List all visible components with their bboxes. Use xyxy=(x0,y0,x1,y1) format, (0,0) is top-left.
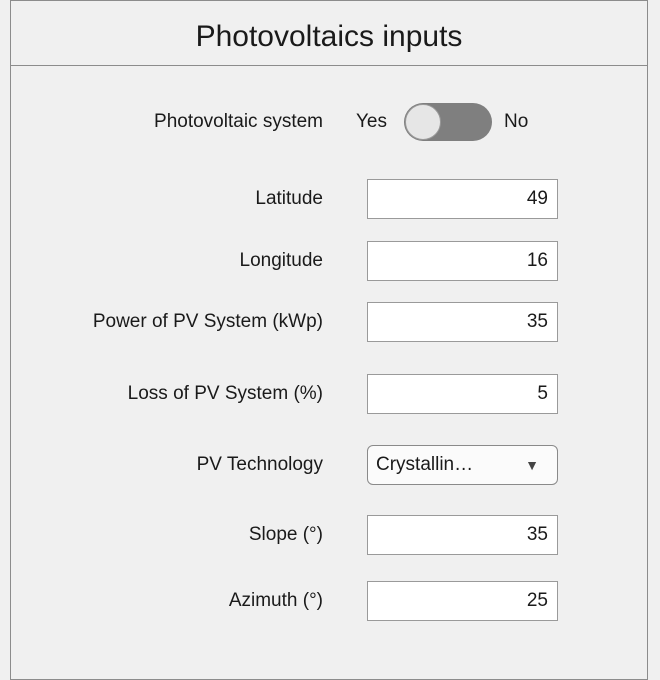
field-label: Slope (°) xyxy=(248,524,323,545)
toggle-switch[interactable] xyxy=(404,103,492,141)
dropdown-arrow: ▼ xyxy=(525,457,539,473)
field-label: Power of PV System (kWp) xyxy=(92,311,323,332)
text-input[interactable]: 35 xyxy=(367,302,558,342)
field-label: Azimuth (°) xyxy=(228,590,323,611)
panel: Photovoltaics inputs Photovoltaic system… xyxy=(10,0,648,680)
text-input[interactable]: 35 xyxy=(367,515,558,555)
dropdown-value: Crystallin… xyxy=(376,454,474,475)
field-label: PV Technology xyxy=(196,454,323,475)
field-label: Longitude xyxy=(239,250,323,271)
panel-title: Photovoltaics inputs xyxy=(11,0,647,66)
toggle-label: Photovoltaic system xyxy=(154,111,323,132)
text-input[interactable]: 5 xyxy=(367,374,558,414)
toggle-knob xyxy=(405,104,441,140)
dropdown[interactable]: Crystallin… ▼ xyxy=(367,445,558,485)
text-input[interactable]: 49 xyxy=(367,179,558,219)
field-label: Latitude xyxy=(255,188,323,209)
text-input[interactable]: 25 xyxy=(367,581,558,621)
toggle-off-label: No xyxy=(504,111,529,132)
page: {"header": {"title": "Photovoltaics inpu… xyxy=(10,0,648,680)
field-label: Loss of PV System (%) xyxy=(127,383,323,404)
text-input[interactable]: 16 xyxy=(367,241,558,281)
toggle-on-label: Yes xyxy=(356,111,387,132)
